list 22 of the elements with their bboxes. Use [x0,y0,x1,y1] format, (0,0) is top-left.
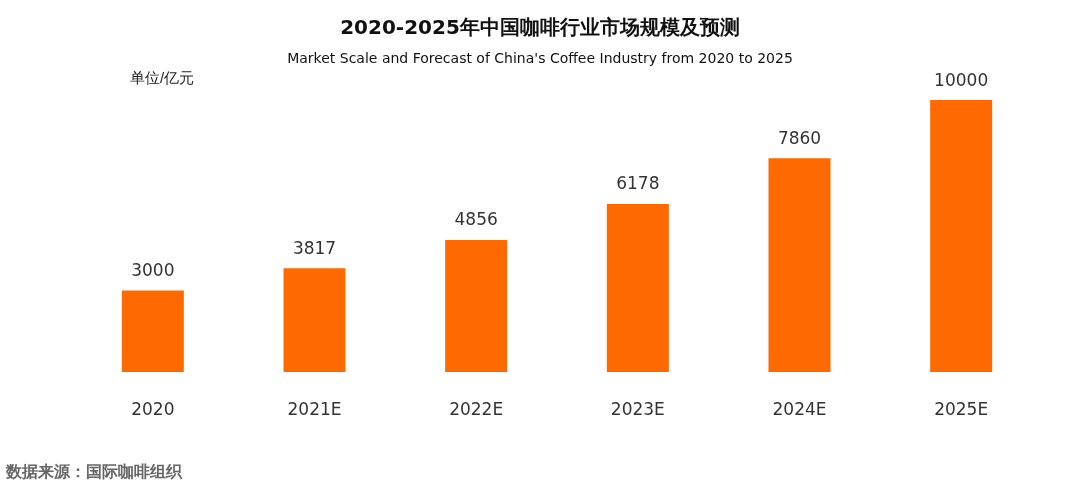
bar [445,239,508,372]
y-axis-title: 单位/亿元 [130,69,195,86]
bar [768,158,831,372]
x-tick-label: 2022E [449,398,504,419]
x-tick-label: 2024E [772,398,827,419]
data-label: 10000 [934,69,989,90]
x-tick-label: 2023E [610,398,665,419]
data-label: 3817 [292,237,337,258]
source-note: 数据来源：国际咖啡组织 [5,461,183,481]
chart-title: 2020-2025年中国咖啡行业市场规模及预测 [340,15,740,39]
data-label: 7860 [777,127,822,148]
data-label: 4856 [454,209,498,230]
x-tick-label: 2020 [131,398,175,419]
data-label: 3000 [131,259,175,280]
bar [121,290,184,372]
bar [283,268,346,372]
bar [606,203,669,372]
x-tick-label: 2021E [287,398,342,419]
data-label: 6178 [616,173,660,194]
chart-subtitle: Market Scale and Forecast of China's Coffee Industry from 2020 to 2025 [287,50,793,66]
bar [930,100,993,372]
x-tick-label: 2025E [934,398,989,419]
